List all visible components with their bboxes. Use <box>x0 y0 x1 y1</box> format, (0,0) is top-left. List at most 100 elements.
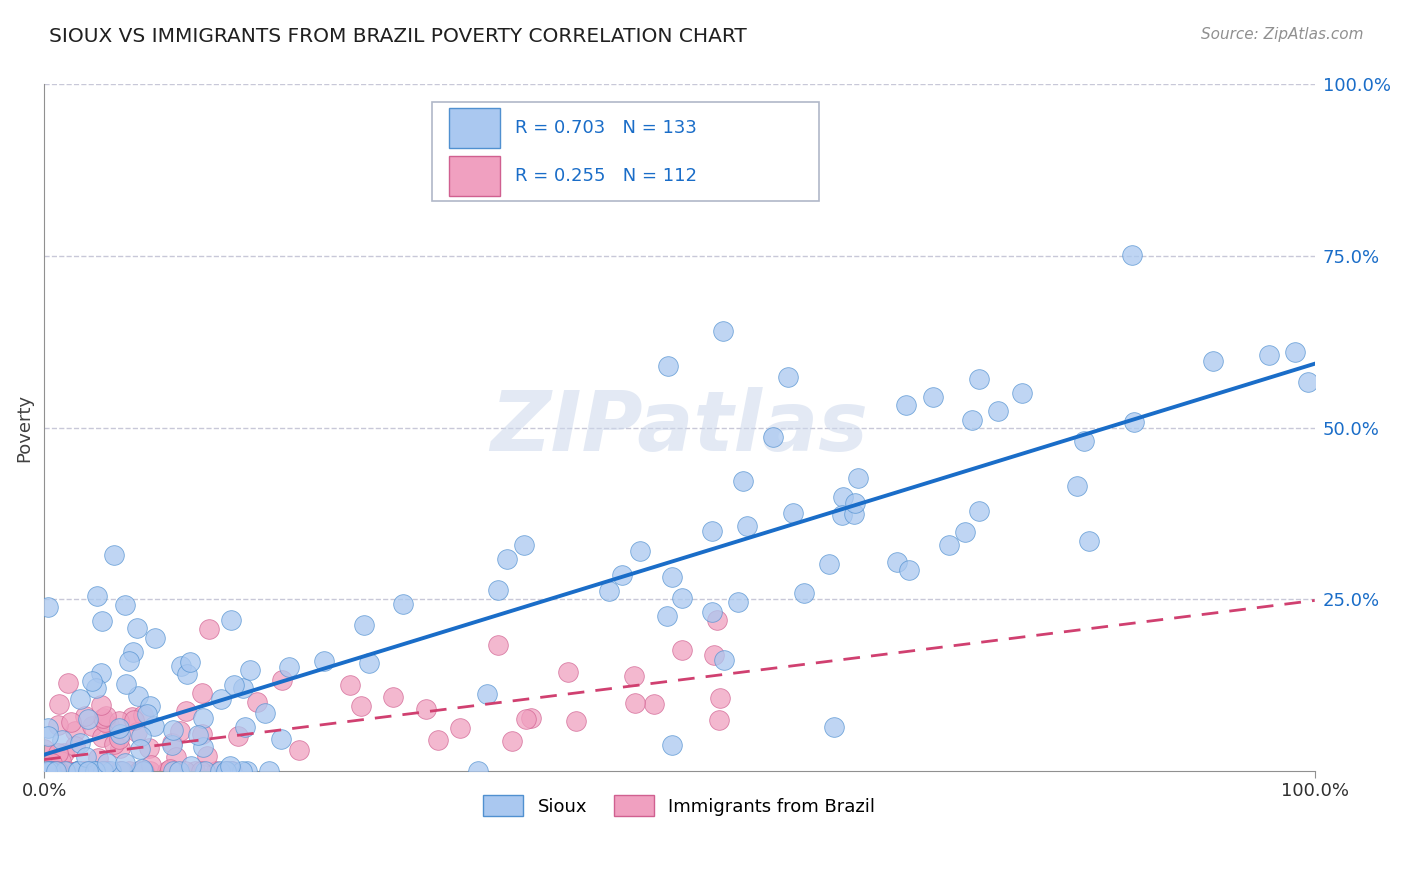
Point <box>67 764 90 778</box>
Point <box>1258 348 1281 362</box>
Point <box>661 570 683 584</box>
Point <box>179 655 201 669</box>
Point <box>41 764 63 778</box>
Point <box>215 764 238 778</box>
Point <box>76 764 98 778</box>
Point <box>193 764 215 778</box>
Point <box>56 675 79 690</box>
Point <box>83 764 105 778</box>
Point <box>496 552 519 566</box>
Point <box>671 591 693 606</box>
Point <box>156 764 179 778</box>
Point <box>832 490 855 504</box>
Point <box>114 677 136 691</box>
Point <box>91 731 114 745</box>
Point <box>731 474 754 488</box>
Point <box>215 764 238 778</box>
Point <box>67 764 90 778</box>
Point <box>657 609 679 624</box>
Point <box>960 413 983 427</box>
Point <box>987 404 1010 418</box>
Point <box>45 764 67 778</box>
Point <box>1077 533 1099 548</box>
Point <box>80 764 103 778</box>
Point <box>96 764 118 778</box>
Point <box>69 691 91 706</box>
Point <box>110 727 132 741</box>
Point <box>87 751 110 765</box>
Point <box>93 764 115 778</box>
Point <box>66 764 89 778</box>
Point <box>35 747 58 761</box>
Point <box>236 764 259 778</box>
Point <box>110 764 132 778</box>
Point <box>922 390 945 404</box>
Point <box>623 669 645 683</box>
Point <box>86 589 108 603</box>
Point <box>1066 478 1088 492</box>
Point <box>938 538 960 552</box>
Point <box>75 709 97 723</box>
Point <box>270 732 292 747</box>
Point <box>34 764 56 778</box>
Point <box>160 764 183 778</box>
Point <box>174 764 197 778</box>
Point <box>111 764 134 778</box>
Point <box>778 370 800 384</box>
Point <box>159 762 181 776</box>
Point <box>37 764 59 778</box>
Point <box>449 721 471 735</box>
Point <box>278 660 301 674</box>
Point <box>630 544 652 558</box>
Point <box>55 764 77 778</box>
Point <box>1202 354 1225 368</box>
Point <box>190 764 212 778</box>
Point <box>198 622 221 636</box>
Point <box>643 698 665 712</box>
Text: Source: ZipAtlas.com: Source: ZipAtlas.com <box>1201 27 1364 42</box>
Point <box>165 749 187 764</box>
Point <box>239 664 262 678</box>
Point <box>195 748 218 763</box>
Point <box>121 710 143 724</box>
Point <box>953 524 976 539</box>
Point <box>108 731 131 746</box>
Point <box>180 758 202 772</box>
Point <box>80 719 103 733</box>
Point <box>187 728 209 742</box>
Point <box>37 764 59 778</box>
Point <box>121 645 143 659</box>
Point <box>90 614 112 628</box>
Point <box>381 690 404 705</box>
Point <box>706 613 728 627</box>
Point <box>709 690 731 705</box>
Point <box>37 764 59 778</box>
Point <box>191 686 214 700</box>
Point <box>894 398 917 412</box>
Point <box>89 665 111 680</box>
Point <box>138 698 160 713</box>
Point <box>132 707 155 722</box>
Point <box>96 764 118 778</box>
Point <box>246 695 269 709</box>
Point <box>77 764 100 778</box>
Point <box>886 555 908 569</box>
Point <box>38 764 60 778</box>
Point <box>219 764 242 778</box>
Point <box>41 764 63 778</box>
Point <box>59 715 82 730</box>
Point <box>735 519 758 533</box>
Point <box>48 764 70 778</box>
Point <box>598 584 620 599</box>
Point <box>131 763 153 777</box>
Point <box>122 713 145 727</box>
Point <box>53 747 76 761</box>
Point <box>51 733 73 747</box>
Point <box>222 677 245 691</box>
Point <box>100 764 122 778</box>
Point <box>253 706 276 720</box>
Point <box>37 764 59 778</box>
Point <box>221 764 243 778</box>
Point <box>270 673 292 688</box>
Point <box>624 696 647 710</box>
